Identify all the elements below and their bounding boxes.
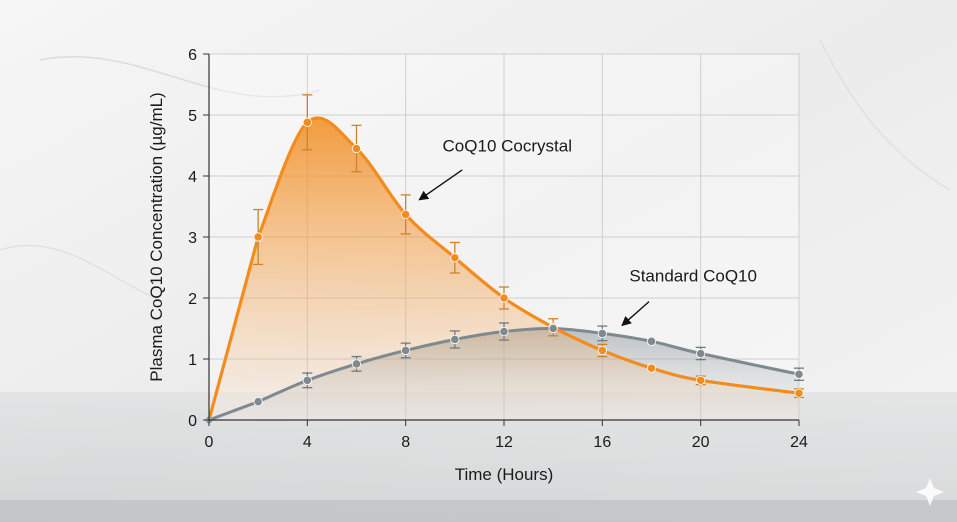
x-tick-label: 20 xyxy=(692,434,710,451)
data-point-1 xyxy=(646,336,657,346)
data-point-1 xyxy=(696,348,706,359)
y-tick-label: 4 xyxy=(188,169,197,186)
marble-vein xyxy=(39,55,321,98)
y-tick-label: 6 xyxy=(188,47,197,64)
marble-vein xyxy=(0,244,161,301)
y-tick-label: 2 xyxy=(188,291,197,308)
data-point-0 xyxy=(302,117,312,127)
annotation-arrow-cocrystal xyxy=(418,169,463,201)
data-point-1 xyxy=(450,334,460,345)
annotation-arrow-standard xyxy=(621,301,650,327)
data-point-0 xyxy=(450,253,460,263)
data-point-1 xyxy=(548,323,558,334)
series-fills xyxy=(209,117,799,421)
data-point-0 xyxy=(696,375,706,385)
x-tick-label: 0 xyxy=(205,434,214,451)
data-point-0 xyxy=(597,345,607,356)
y-tick-label: 0 xyxy=(188,413,197,430)
y-axis-title: Plasma CoQ10 Concentration (µg/mL) xyxy=(147,92,166,381)
x-axis-ticks: 0 4 8 12 16 20 24 xyxy=(205,419,808,451)
data-point-1 xyxy=(499,326,509,337)
sparkle-icon xyxy=(916,478,944,506)
data-points xyxy=(205,117,804,424)
annotation-standard: Standard CoQ10 xyxy=(629,267,757,286)
data-point-0 xyxy=(253,232,263,242)
x-tick-label: 8 xyxy=(401,434,410,451)
x-tick-label: 4 xyxy=(303,434,312,451)
series-line-0 xyxy=(207,116,801,422)
data-point-1 xyxy=(302,375,312,385)
marble-vein xyxy=(819,39,951,191)
data-point-1 xyxy=(253,397,263,407)
x-tick-label: 12 xyxy=(495,434,513,451)
data-point-1 xyxy=(351,359,362,369)
x-tick-label: 16 xyxy=(593,434,611,451)
y-tick-label: 1 xyxy=(188,352,197,369)
data-point-0 xyxy=(646,363,657,373)
table-edge xyxy=(0,500,957,522)
data-point-0 xyxy=(351,143,362,154)
y-axis-ticks: 0 1 2 3 4 5 6 xyxy=(188,47,210,430)
x-tick-label: 24 xyxy=(790,434,808,451)
y-tick-label: 5 xyxy=(188,108,197,125)
data-point-0 xyxy=(499,293,509,303)
data-point-0 xyxy=(401,209,411,220)
annotation-cocrystal: CoQ10 Cocrystal xyxy=(443,137,572,156)
data-point-1 xyxy=(794,369,804,379)
data-point-1 xyxy=(401,345,411,356)
data-point-0 xyxy=(794,388,804,398)
y-tick-label: 3 xyxy=(188,230,197,247)
x-axis-title: Time (Hours) xyxy=(455,465,554,484)
series-fill-0 xyxy=(209,117,799,421)
data-point-1 xyxy=(597,328,607,338)
